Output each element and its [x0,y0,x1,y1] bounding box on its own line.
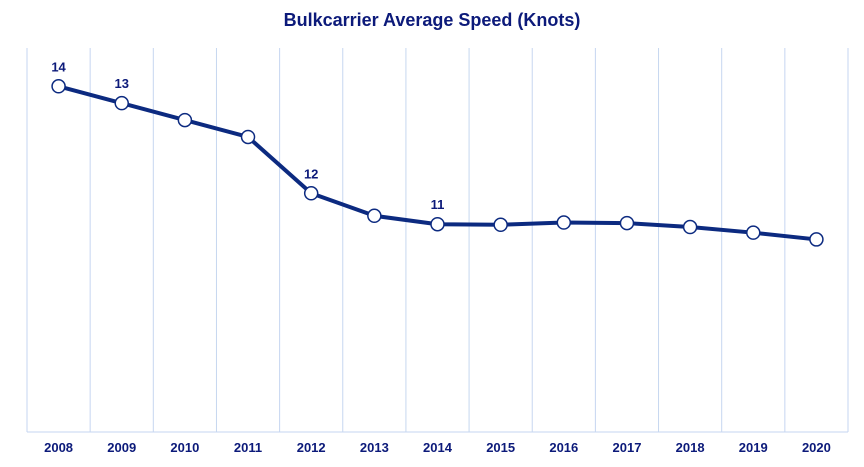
chart-title: Bulkcarrier Average Speed (Knots) [283,10,581,30]
data-point [746,225,761,240]
data-point [682,219,698,235]
data-point [556,215,572,230]
data-point [367,208,382,224]
x-tick-label: 2016 [549,440,578,455]
data-point [51,79,66,94]
data-point [430,216,445,232]
x-tick-label: 2014 [423,440,453,455]
x-axis-ticks: 2008 2009 2010 2011 2012 2013 2014 2015 2016 2017… [44,440,831,455]
data-point [303,186,319,201]
data-point [114,95,129,111]
x-tick-label: 2015 [486,440,515,455]
x-tick-label: 2012 [297,440,326,455]
x-tick-label: 2013 [360,440,389,455]
data-point [619,215,635,231]
data-point [493,217,508,233]
data-point [177,112,193,128]
x-tick-label: 2019 [739,440,768,455]
x-tick-label: 2009 [107,440,136,455]
x-tick-label: 2011 [234,440,262,455]
x-tick-label: 2010 [170,440,199,455]
x-tick-label: 2017 [613,440,642,455]
data-label: 12 [304,166,318,181]
series-line [56,84,819,242]
x-tick-label: 2018 [676,440,705,455]
gridlines [26,48,849,432]
data-label: 14 [51,59,66,74]
x-tick-label: 2020 [802,440,831,455]
data-label: 11 [431,197,445,212]
x-tick-label: 2008 [44,440,73,455]
data-point [240,129,256,145]
data-point [809,232,824,247]
data-label: 13 [114,76,128,91]
